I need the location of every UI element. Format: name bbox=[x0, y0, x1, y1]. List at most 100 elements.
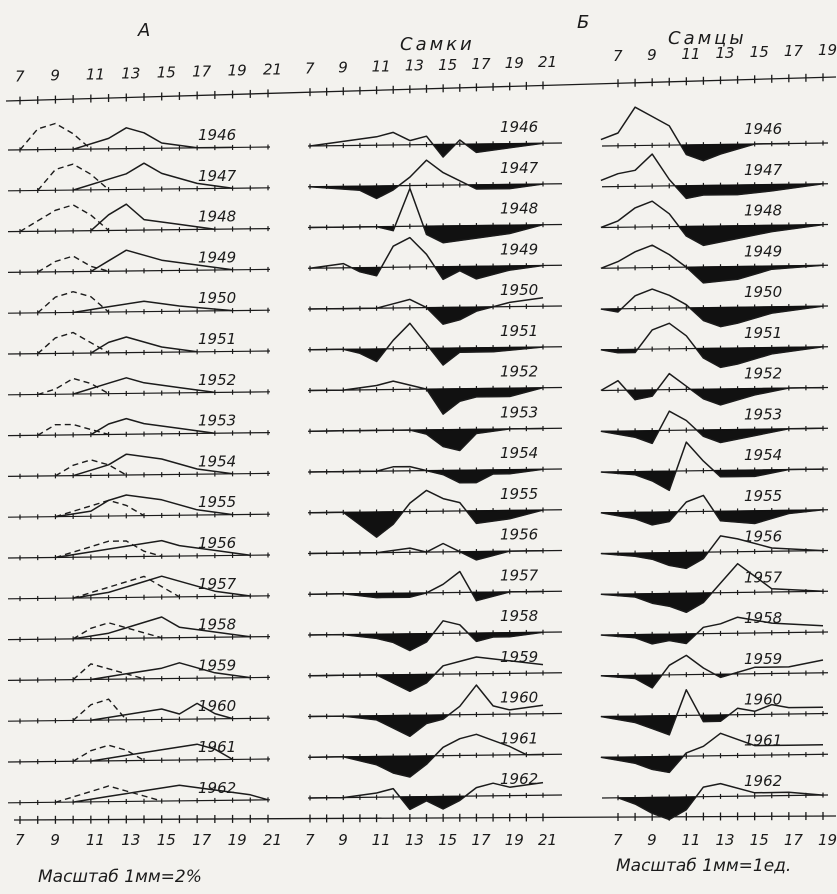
row-a-1955: 1955 bbox=[7, 493, 271, 520]
row-a-1961: 1961 bbox=[7, 738, 271, 765]
dashed-series-1960 bbox=[72, 698, 127, 722]
row-a-1959: 1959 bbox=[7, 656, 271, 683]
row-m-1957: 1957 bbox=[600, 562, 829, 614]
dashed-series-1956 bbox=[55, 540, 162, 559]
negative-area-1961 bbox=[343, 755, 436, 778]
year-label-m: 1950 bbox=[744, 283, 782, 301]
series-line-1962 bbox=[617, 782, 824, 821]
row-f-1958: 1958 bbox=[307, 607, 563, 652]
bottom-tick-label-a: 19 bbox=[228, 831, 247, 849]
year-label-m: 1954 bbox=[744, 446, 782, 464]
row-a-1949: 1949 bbox=[7, 248, 271, 275]
year-label-m: 1952 bbox=[744, 365, 782, 383]
series-line-1957 bbox=[600, 562, 824, 614]
solid-series-1946 bbox=[72, 127, 233, 151]
bottom-tick-label-f: 7 bbox=[305, 831, 315, 849]
series-line-1954 bbox=[309, 465, 544, 484]
row-f-1952: 1952 bbox=[307, 363, 563, 415]
dashed-series-1962 bbox=[55, 785, 162, 803]
top-tick-label-f: 19 bbox=[505, 54, 524, 72]
row-a-1953: 1953 bbox=[7, 412, 271, 438]
series-line-1959 bbox=[309, 656, 544, 693]
series-line-1953 bbox=[309, 427, 544, 452]
row-m-1960: 1960 bbox=[600, 689, 829, 736]
series-line-1949 bbox=[309, 236, 544, 281]
bottom-tick-label-m: 11 bbox=[681, 831, 700, 849]
bottom-tick-label-a: 7 bbox=[15, 831, 25, 849]
bottom-tick-label-a: 15 bbox=[157, 831, 176, 849]
baseline bbox=[7, 268, 271, 273]
top-tick-label-m: 9 bbox=[647, 46, 657, 64]
row-a-1956: 1956 bbox=[7, 534, 271, 561]
solid-series-1961 bbox=[90, 743, 233, 762]
bottom-tick-label-f: 13 bbox=[405, 831, 424, 849]
panel-a-label: А bbox=[137, 20, 153, 41]
baseline bbox=[7, 758, 271, 763]
year-label-f: 1946 bbox=[500, 118, 538, 136]
row-f-1955: 1955 bbox=[307, 485, 563, 538]
top-tick-label-f: 7 bbox=[305, 59, 315, 77]
row-m-1956: 1956 bbox=[600, 528, 829, 570]
year-label-a: 1960 bbox=[198, 697, 236, 715]
series-line-1952 bbox=[600, 372, 824, 406]
row-a-1960: 1960 bbox=[7, 697, 271, 724]
top-tick-label-f: 21 bbox=[538, 53, 557, 71]
row-m-1954: 1954 bbox=[600, 441, 829, 492]
row-m-1952: 1952 bbox=[600, 365, 829, 406]
row-m-1959: 1959 bbox=[600, 650, 829, 689]
top-tick-label-a: 15 bbox=[157, 64, 176, 82]
baseline bbox=[7, 391, 271, 396]
row-m-1947: 1947 bbox=[600, 153, 829, 200]
series-line-1954 bbox=[600, 441, 824, 492]
series-line-1960 bbox=[309, 684, 544, 738]
bottom-tick-label-f: 21 bbox=[538, 831, 557, 849]
bottom-tick-label-m: 7 bbox=[613, 831, 623, 849]
bottom-tick-label-m: 13 bbox=[716, 831, 735, 849]
series-line-1960 bbox=[600, 689, 824, 736]
year-label-f: 1957 bbox=[500, 566, 539, 584]
row-a-1946: 1946 bbox=[7, 122, 271, 153]
row-f-1960: 1960 bbox=[307, 684, 563, 738]
bottom-tick-label-f: 15 bbox=[438, 831, 457, 849]
bottom-tick-label-a: 21 bbox=[263, 831, 282, 849]
scale-a-note: Масштаб 1мм=2% bbox=[38, 867, 202, 887]
row-f-1961: 1961 bbox=[307, 729, 563, 778]
bottom-tick-label-a: 17 bbox=[192, 831, 212, 849]
bottom-tick-label-m: 15 bbox=[750, 831, 769, 849]
row-m-1962: 1962 bbox=[601, 772, 829, 821]
solid-series-1947 bbox=[72, 162, 233, 191]
year-label-f: 1953 bbox=[500, 403, 538, 421]
series-line-1952 bbox=[309, 380, 544, 415]
solid-series-1948 bbox=[90, 203, 216, 232]
series-line-1955 bbox=[600, 494, 824, 526]
baseline bbox=[7, 717, 271, 722]
year-label-f: 1954 bbox=[500, 444, 538, 462]
row-f-1949: 1949 bbox=[307, 236, 563, 281]
row-f-1951: 1951 bbox=[307, 322, 563, 366]
solid-series-1951 bbox=[90, 336, 198, 354]
series-line-1953 bbox=[600, 410, 824, 445]
year-label-a: 1952 bbox=[198, 371, 236, 389]
panel-a: 7 7 9 9 11 11 13 13 15 15 17 17 19 19 21 21 1946 1947 1948… bbox=[7, 61, 282, 849]
labels-layer: А Б Самки Самцы Масштаб 1мм=2% Масштаб 1… bbox=[38, 12, 791, 887]
top-tick-label-m: 15 bbox=[750, 43, 769, 61]
year-label-a: 1959 bbox=[198, 656, 236, 674]
solid-series-1953 bbox=[90, 417, 216, 436]
row-f-1948: 1948 bbox=[307, 187, 563, 244]
series-line-1947 bbox=[309, 159, 544, 200]
row-m-1948: 1948 bbox=[600, 200, 829, 247]
series-line-1948 bbox=[600, 200, 824, 247]
year-label-m: 1962 bbox=[744, 772, 782, 790]
top-tick-label-f: 13 bbox=[405, 57, 424, 75]
row-f-1956: 1956 bbox=[307, 526, 563, 561]
row-m-1950: 1950 bbox=[600, 283, 829, 328]
series-line-1946 bbox=[309, 131, 544, 158]
baseline bbox=[7, 228, 271, 233]
row-a-1951: 1951 bbox=[7, 330, 271, 357]
row-a-1958: 1958 bbox=[7, 616, 271, 642]
year-label-a: 1956 bbox=[198, 534, 236, 552]
row-f-1957: 1957 bbox=[307, 566, 563, 602]
top-tick-label-a: 9 bbox=[50, 67, 60, 85]
row-m-1946: 1946 bbox=[600, 106, 829, 162]
